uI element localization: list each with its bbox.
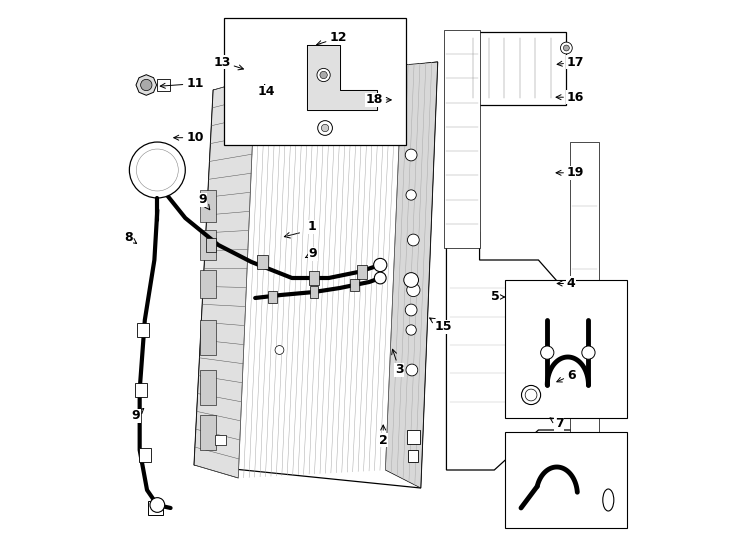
Polygon shape [570,142,599,460]
Bar [268,291,277,303]
Circle shape [374,258,387,272]
Text: 7: 7 [550,417,564,430]
Circle shape [406,325,416,335]
Bar [310,286,319,298]
Text: 9: 9 [131,408,144,422]
Polygon shape [307,45,377,110]
Circle shape [318,120,333,136]
Bar [357,265,367,279]
Polygon shape [446,232,583,470]
Bar [200,190,217,222]
Bar [407,430,420,444]
Text: 6: 6 [557,369,575,382]
Bar [200,370,217,405]
Bar [258,255,268,269]
Polygon shape [136,75,156,95]
Text: 8: 8 [124,231,137,244]
Polygon shape [457,32,567,105]
Bar [200,320,217,355]
Circle shape [407,234,419,246]
Circle shape [406,190,416,200]
Circle shape [320,71,327,79]
Text: 11: 11 [160,77,203,90]
Text: 9: 9 [305,247,317,260]
Bar [139,448,150,462]
Circle shape [406,364,418,376]
Text: 19: 19 [556,166,584,179]
Bar [206,238,217,252]
Bar [505,280,627,418]
Circle shape [405,304,417,316]
Circle shape [141,79,152,91]
Polygon shape [385,62,437,488]
Bar [225,18,406,145]
Ellipse shape [603,489,614,511]
Bar [215,435,226,446]
Text: 15: 15 [429,318,452,333]
Text: 13: 13 [214,56,244,70]
Bar [135,383,147,397]
Circle shape [405,149,417,161]
Bar [148,501,163,515]
Bar [200,415,217,450]
Bar [200,230,217,260]
Circle shape [275,346,284,354]
Circle shape [407,284,420,296]
Circle shape [150,498,164,512]
Polygon shape [194,62,437,488]
Text: 2: 2 [379,425,388,447]
Text: 14: 14 [258,84,275,98]
Text: 3: 3 [392,349,404,376]
Bar [309,271,319,285]
Polygon shape [194,78,255,478]
Circle shape [564,45,570,51]
Bar [350,279,359,291]
Text: 16: 16 [556,91,584,104]
Text: 4: 4 [557,277,575,290]
Text: 5: 5 [490,291,504,303]
Bar [505,432,627,528]
Bar [156,78,170,91]
Circle shape [321,124,329,132]
Text: 18: 18 [366,93,391,106]
Circle shape [541,346,554,359]
Circle shape [582,346,595,359]
Bar [137,323,149,337]
Text: 10: 10 [174,131,203,144]
Text: 12: 12 [316,31,346,45]
Circle shape [561,42,573,54]
Bar [200,270,217,298]
Circle shape [317,69,330,82]
Circle shape [521,386,541,404]
Bar [408,450,418,462]
Polygon shape [444,30,479,248]
Text: 1: 1 [308,220,316,233]
Circle shape [129,142,185,198]
Circle shape [374,272,386,284]
Text: 17: 17 [557,56,584,69]
Text: 9: 9 [198,193,210,210]
Circle shape [404,273,418,287]
